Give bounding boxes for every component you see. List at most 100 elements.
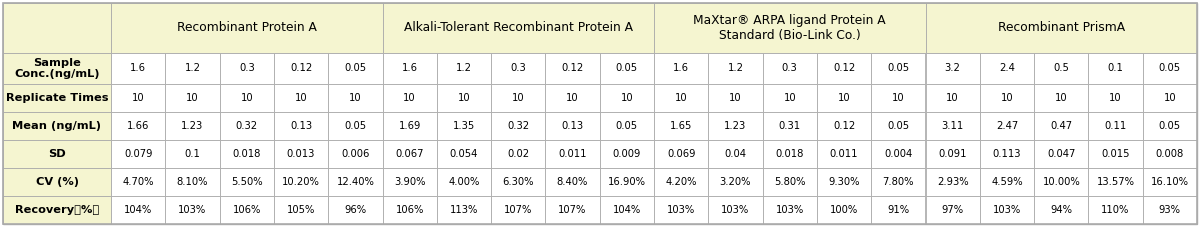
Bar: [600, 53, 654, 84]
Text: 10: 10: [784, 93, 796, 103]
Bar: [112, 140, 166, 168]
Text: 113%: 113%: [450, 205, 478, 215]
Text: 0.018: 0.018: [775, 149, 804, 159]
Text: 1.23: 1.23: [181, 121, 204, 131]
Text: 0.47: 0.47: [1050, 121, 1073, 131]
Bar: [112, 84, 166, 112]
Text: 1.66: 1.66: [127, 121, 149, 131]
Text: 107%: 107%: [558, 205, 587, 215]
Bar: [274, 168, 329, 196]
Text: 10: 10: [1001, 93, 1013, 103]
Text: 0.067: 0.067: [396, 149, 424, 159]
Bar: [1034, 196, 1088, 224]
Text: 1.2: 1.2: [185, 63, 200, 73]
Bar: [329, 140, 383, 168]
Text: 0.3: 0.3: [782, 63, 798, 73]
Text: 105%: 105%: [287, 205, 316, 215]
Text: 103%: 103%: [179, 205, 206, 215]
Text: 10: 10: [566, 93, 578, 103]
Text: 103%: 103%: [721, 205, 750, 215]
Bar: [166, 112, 220, 140]
Text: 93%: 93%: [1159, 205, 1181, 215]
Text: 0.011: 0.011: [558, 149, 587, 159]
Bar: [383, 196, 437, 224]
Bar: [979, 168, 1034, 196]
Bar: [871, 168, 925, 196]
Bar: [763, 53, 817, 84]
Bar: [2, 84, 112, 112]
Text: 0.13: 0.13: [562, 121, 583, 131]
Text: 16.90%: 16.90%: [608, 177, 646, 187]
Text: 1.69: 1.69: [398, 121, 421, 131]
Text: 110%: 110%: [1102, 205, 1129, 215]
Bar: [817, 168, 871, 196]
Bar: [491, 196, 545, 224]
Text: 0.006: 0.006: [341, 149, 370, 159]
Bar: [545, 112, 600, 140]
Bar: [708, 112, 763, 140]
Bar: [1088, 196, 1142, 224]
Bar: [708, 53, 763, 84]
Bar: [979, 196, 1034, 224]
Bar: [545, 84, 600, 112]
Bar: [220, 140, 274, 168]
Bar: [545, 53, 600, 84]
Text: 10.00%: 10.00%: [1043, 177, 1080, 187]
Text: Recombinant Protein A: Recombinant Protein A: [176, 21, 317, 35]
Text: 0.12: 0.12: [562, 63, 583, 73]
Text: 0.091: 0.091: [938, 149, 967, 159]
Bar: [1034, 140, 1088, 168]
Text: 0.009: 0.009: [613, 149, 641, 159]
Bar: [763, 196, 817, 224]
Bar: [1142, 112, 1198, 140]
Text: 0.02: 0.02: [508, 149, 529, 159]
Text: 2.47: 2.47: [996, 121, 1018, 131]
Bar: [1142, 84, 1198, 112]
Bar: [220, 196, 274, 224]
Text: 97%: 97%: [942, 205, 964, 215]
Text: 10: 10: [186, 93, 199, 103]
Bar: [654, 53, 708, 84]
Bar: [437, 84, 491, 112]
Text: 0.05: 0.05: [1159, 63, 1181, 73]
Text: 0.12: 0.12: [833, 63, 856, 73]
Bar: [600, 112, 654, 140]
Bar: [600, 196, 654, 224]
Text: 3.90%: 3.90%: [394, 177, 425, 187]
Text: 91%: 91%: [887, 205, 910, 215]
Text: 1.23: 1.23: [725, 121, 746, 131]
Bar: [491, 84, 545, 112]
Text: 103%: 103%: [775, 205, 804, 215]
Bar: [166, 196, 220, 224]
Bar: [600, 84, 654, 112]
Bar: [112, 196, 166, 224]
Text: 10: 10: [1055, 93, 1068, 103]
Bar: [220, 168, 274, 196]
Text: Sample
Conc.(ng/mL): Sample Conc.(ng/mL): [14, 58, 100, 79]
Bar: [654, 196, 708, 224]
Text: 0.015: 0.015: [1102, 149, 1130, 159]
Bar: [274, 196, 329, 224]
Bar: [220, 84, 274, 112]
Text: 0.32: 0.32: [508, 121, 529, 131]
Text: 3.2: 3.2: [944, 63, 960, 73]
Bar: [329, 84, 383, 112]
Text: 3.11: 3.11: [942, 121, 964, 131]
Bar: [1034, 168, 1088, 196]
Text: 10: 10: [457, 93, 470, 103]
Bar: [979, 84, 1034, 112]
Bar: [383, 168, 437, 196]
Bar: [817, 140, 871, 168]
Text: 104%: 104%: [124, 205, 152, 215]
Text: 0.054: 0.054: [450, 149, 478, 159]
Bar: [708, 84, 763, 112]
Text: 8.40%: 8.40%: [557, 177, 588, 187]
Bar: [545, 140, 600, 168]
Text: 10: 10: [512, 93, 524, 103]
Text: 106%: 106%: [396, 205, 424, 215]
Bar: [925, 84, 979, 112]
Bar: [437, 196, 491, 224]
Bar: [1034, 53, 1088, 84]
Bar: [871, 140, 925, 168]
Text: 0.3: 0.3: [510, 63, 526, 73]
